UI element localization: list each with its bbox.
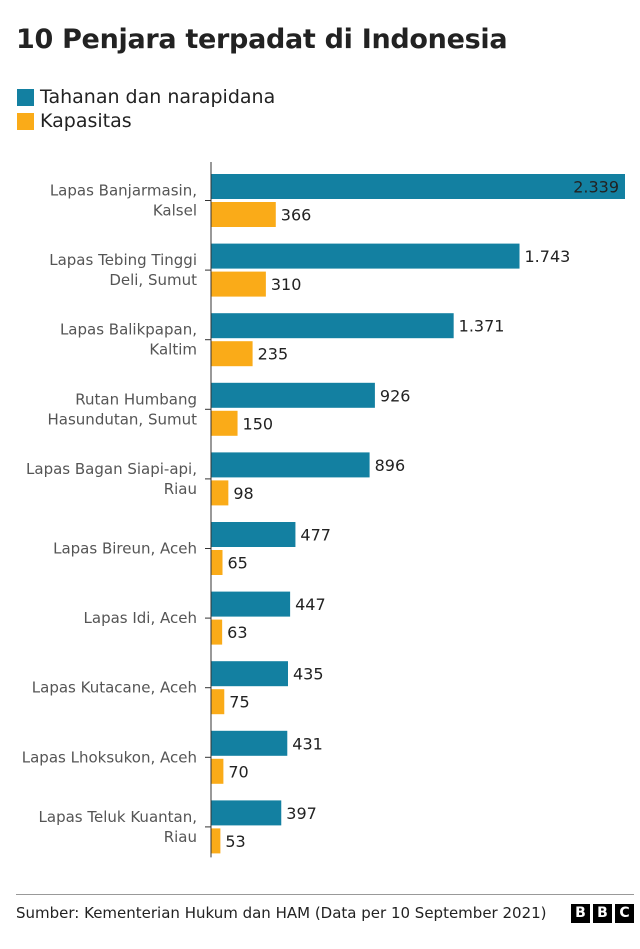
bar-kapasitas <box>211 271 266 297</box>
logo-letter-c: C <box>615 904 634 923</box>
category-label-line: Deli, Sumut <box>109 271 197 289</box>
category-label-line: Lapas Bagan Siapi-api, <box>26 460 197 478</box>
legend: Tahanan dan narapidana Kapasitas <box>17 85 275 133</box>
category-label: Lapas Tebing Tinggi Deli, Sumut <box>49 251 197 289</box>
category-label: Lapas Balikpapan, Kaltim <box>60 321 197 359</box>
category-label-line: Lapas Bireun, Aceh <box>53 540 197 558</box>
category-label-line: Lapas Balikpapan, <box>60 321 197 339</box>
bar-kapasitas <box>211 410 238 436</box>
bar-tahanan <box>211 382 375 408</box>
value-label-kapasitas: 235 <box>258 345 289 364</box>
bar-tahanan <box>211 661 288 687</box>
bar-chart: Lapas Banjarmasin, Kalsel 2.339 366 Lapas Te… <box>22 162 625 858</box>
value-label-kapasitas: 65 <box>228 554 248 573</box>
legend-item-tahanan: Tahanan dan narapidana <box>17 85 275 109</box>
category-label: Rutan Humbang Hasundutan, Sumut <box>48 390 198 428</box>
bar-tahanan <box>211 313 454 339</box>
category-label: Lapas Kutacane, Aceh <box>32 679 197 697</box>
category-label: Lapas Bireun, Aceh <box>53 540 197 558</box>
bbc-logo: B B C <box>571 904 634 923</box>
category-label-line: Lapas Tebing Tinggi <box>49 251 197 269</box>
bar-tahanan <box>211 591 291 617</box>
value-label-tahanan: 447 <box>295 595 326 614</box>
value-label-kapasitas: 366 <box>281 206 312 225</box>
bar-kapasitas <box>211 619 223 645</box>
bar-kapasitas <box>211 480 229 506</box>
bar-tahanan <box>211 800 282 826</box>
category-label: Lapas Idi, Aceh <box>84 609 197 627</box>
value-label-tahanan: 435 <box>293 665 324 684</box>
category-label-line: Riau <box>164 828 197 846</box>
bar-kapasitas <box>211 341 253 367</box>
category-label-line: Hasundutan, Sumut <box>48 410 198 428</box>
logo-letter-b2: B <box>593 904 612 923</box>
category-label: Lapas Bagan Siapi-api, Riau <box>26 460 197 498</box>
category-label-line: Lapas Idi, Aceh <box>84 609 197 627</box>
bar-tahanan <box>211 452 370 478</box>
bar-tahanan <box>211 174 625 199</box>
category-label: Lapas Banjarmasin, Kalsel <box>50 182 197 220</box>
value-label-tahanan: 397 <box>286 804 317 823</box>
value-label-kapasitas: 98 <box>233 484 253 503</box>
value-label-kapasitas: 310 <box>271 275 302 294</box>
footer-divider <box>16 894 634 895</box>
source-note: Sumber: Kementerian Hukum dan HAM (Data … <box>16 904 547 922</box>
bar-tahanan <box>211 522 296 547</box>
category-label-line: Lapas Lhoksukon, Aceh <box>22 748 197 766</box>
chart-title: 10 Penjara terpadat di Indonesia <box>16 24 508 55</box>
category-label-line: Riau <box>164 480 197 498</box>
bar-kapasitas <box>211 758 224 784</box>
value-label-tahanan: 896 <box>375 456 406 475</box>
value-label-kapasitas: 53 <box>225 832 245 851</box>
logo-letter-b1: B <box>571 904 590 923</box>
legend-swatch-kapasitas <box>17 112 34 130</box>
bar-tahanan <box>211 243 520 269</box>
value-label-kapasitas: 75 <box>229 693 249 712</box>
category-label: Lapas Teluk Kuantan, Riau <box>39 808 197 846</box>
category-label-line: Kaltim <box>149 341 197 359</box>
category-label: Lapas Lhoksukon, Aceh <box>22 748 197 766</box>
bar-kapasitas <box>211 689 225 715</box>
value-label-tahanan: 926 <box>380 386 411 405</box>
category-label-line: Lapas Teluk Kuantan, <box>39 808 197 826</box>
value-label-tahanan: 477 <box>300 526 331 545</box>
value-label-tahanan: 431 <box>292 734 323 753</box>
value-label-kapasitas: 63 <box>227 623 247 642</box>
category-label-line: Kalsel <box>153 202 197 220</box>
value-label-kapasitas: 70 <box>228 762 248 781</box>
bar-kapasitas <box>211 550 223 575</box>
value-label-tahanan: 1.743 <box>525 247 571 266</box>
category-label-line: Lapas Kutacane, Aceh <box>32 679 197 697</box>
legend-label-kapasitas: Kapasitas <box>40 110 132 132</box>
category-label-line: Lapas Banjarmasin, <box>50 182 197 200</box>
value-label-kapasitas: 150 <box>243 414 274 433</box>
bar-kapasitas <box>211 828 221 854</box>
value-label-tahanan: 1.371 <box>459 317 505 336</box>
category-label-line: Rutan Humbang <box>75 390 197 408</box>
bar-tahanan <box>211 730 288 756</box>
value-label-tahanan: 2.339 <box>573 178 619 197</box>
legend-swatch-tahanan <box>17 88 34 106</box>
legend-label-tahanan: Tahanan dan narapidana <box>40 86 276 108</box>
bar-kapasitas <box>211 202 276 227</box>
legend-item-kapasitas: Kapasitas <box>17 109 275 133</box>
